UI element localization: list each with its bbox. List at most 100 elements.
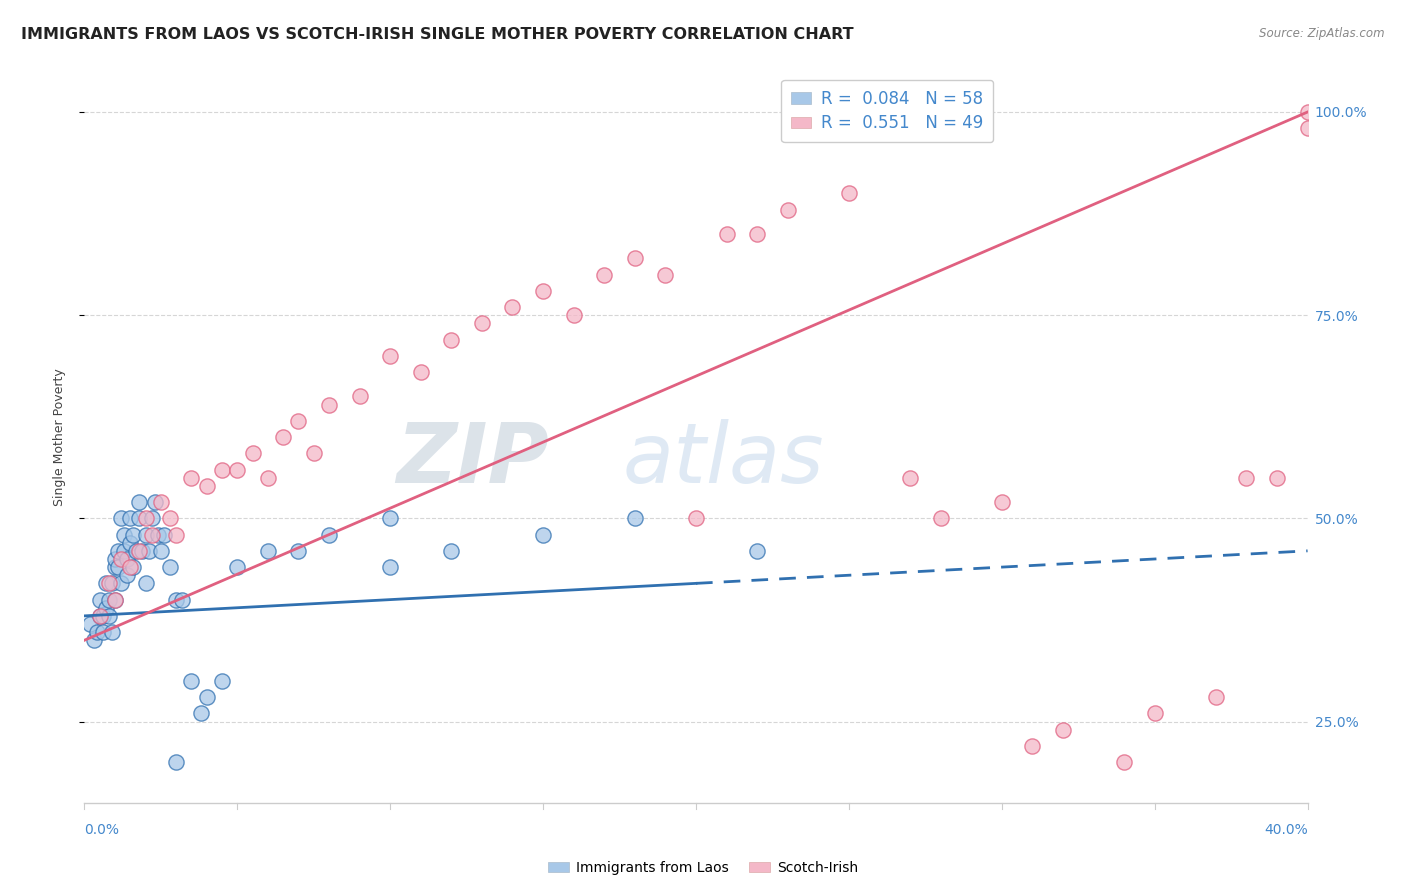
Point (318, 527, 340, 541)
Point (409, 365, 432, 379)
Point (318, 398, 340, 412)
Point (287, 414, 309, 428)
Text: atlas: atlas (623, 418, 824, 500)
Point (271, 430, 294, 444)
Point (211, 462, 233, 476)
Point (624, 252, 647, 266)
Point (195, 690, 218, 705)
Point (747, 544, 769, 558)
Point (112, 544, 135, 558)
Point (128, 511, 150, 525)
Point (149, 495, 172, 509)
Point (120, 535, 142, 549)
Point (165, 527, 187, 541)
Point (89, 608, 111, 623)
Point (349, 389, 371, 403)
Point (104, 592, 127, 607)
Point (120, 511, 142, 525)
Point (115, 552, 138, 566)
Point (838, 186, 860, 201)
Point (104, 552, 127, 566)
Point (115, 568, 138, 582)
Point (128, 544, 150, 558)
Point (502, 300, 524, 314)
Point (440, 333, 463, 347)
Text: ZIP: ZIP (396, 418, 550, 500)
Point (991, 495, 1014, 509)
Point (685, 511, 707, 525)
Point (302, 446, 325, 460)
Point (195, 479, 218, 493)
Point (287, 544, 309, 558)
Point (125, 544, 148, 558)
Point (110, 552, 132, 566)
Point (1021, 739, 1043, 753)
Point (94, 600, 117, 615)
Text: 40.0%: 40.0% (1264, 823, 1308, 837)
Point (112, 527, 135, 541)
Point (1265, 471, 1288, 485)
Point (91, 608, 114, 623)
Point (531, 284, 554, 298)
Point (83, 633, 105, 648)
Point (97, 576, 120, 591)
Point (471, 316, 494, 330)
Point (91, 625, 114, 640)
Point (141, 511, 163, 525)
Point (1114, 755, 1136, 769)
Point (138, 544, 160, 558)
Point (104, 592, 127, 607)
Point (624, 511, 647, 525)
Point (929, 511, 952, 525)
Point (159, 560, 181, 574)
Point (146, 527, 169, 541)
Point (101, 576, 124, 591)
Point (380, 349, 402, 363)
Point (141, 527, 163, 541)
Point (159, 511, 181, 525)
Point (898, 471, 921, 485)
Point (226, 462, 249, 476)
Point (1236, 471, 1258, 485)
Point (89, 592, 111, 607)
Point (79, 617, 101, 632)
Text: 0.0%: 0.0% (84, 823, 120, 837)
Point (101, 625, 124, 640)
Point (211, 673, 233, 688)
Point (180, 471, 202, 485)
Point (120, 560, 142, 574)
Point (190, 706, 212, 721)
Point (1205, 690, 1227, 705)
Point (165, 592, 187, 607)
Point (131, 544, 153, 558)
Point (110, 511, 132, 525)
Point (180, 673, 202, 688)
Point (257, 544, 280, 558)
Point (1143, 706, 1166, 721)
Point (242, 446, 264, 460)
Text: IMMIGRANTS FROM LAOS VS SCOTCH-IRISH SINGLE MOTHER POVERTY CORRELATION CHART: IMMIGRANTS FROM LAOS VS SCOTCH-IRISH SIN… (21, 27, 853, 42)
Point (716, 227, 738, 241)
Point (104, 560, 127, 574)
Text: Source: ZipAtlas.com: Source: ZipAtlas.com (1260, 27, 1385, 40)
Legend: R =  0.084   N = 58, R =  0.551   N = 49: R = 0.084 N = 58, R = 0.551 N = 49 (782, 79, 994, 143)
Point (562, 308, 585, 322)
Point (593, 268, 616, 282)
Point (776, 202, 799, 217)
Point (165, 755, 187, 769)
Y-axis label: Single Mother Poverty: Single Mother Poverty (53, 368, 66, 506)
Point (440, 544, 463, 558)
Point (122, 527, 145, 541)
Point (110, 576, 132, 591)
Point (86, 625, 108, 640)
Point (1296, 105, 1319, 120)
Point (1296, 121, 1319, 136)
Point (654, 268, 676, 282)
Point (149, 544, 172, 558)
Point (97, 608, 120, 623)
Point (257, 471, 280, 485)
Point (1052, 723, 1074, 737)
Point (89, 608, 111, 623)
Point (380, 560, 402, 574)
Point (97, 592, 120, 607)
